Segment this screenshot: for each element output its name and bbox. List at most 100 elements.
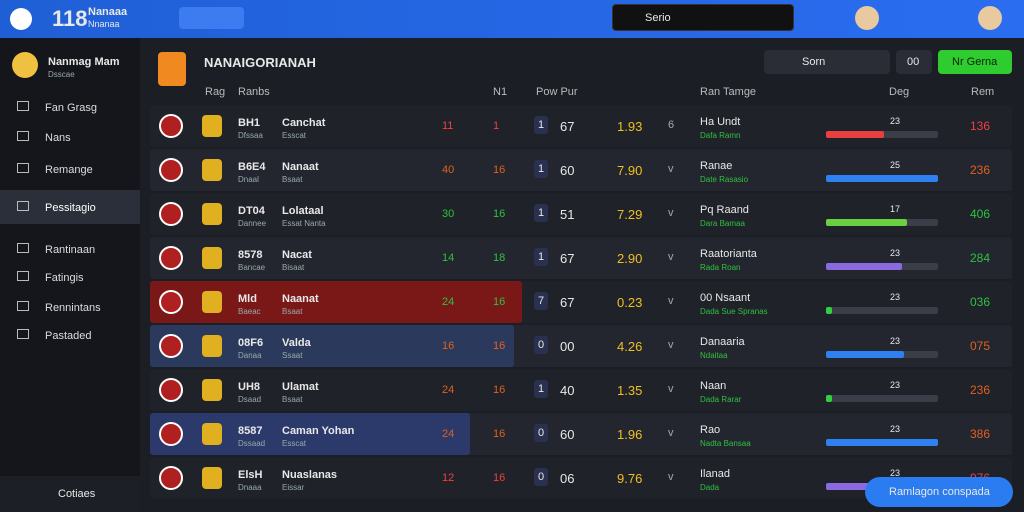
stat: 16: [493, 384, 506, 396]
bar-label: 23: [890, 248, 901, 258]
code: UH8: [238, 381, 261, 393]
form-sub: Dara Bamaa: [700, 219, 745, 228]
table-row[interactable]: UH8 Dsaad Ulamat Bsaat 24 16 1 40 1.35 v Naan Dada …: [150, 369, 1012, 411]
stat: 1: [493, 120, 500, 132]
nav-item[interactable]: Pessitagio: [0, 190, 140, 224]
form-sub: Dada Rarar: [700, 395, 742, 404]
rank: 7: [538, 295, 545, 307]
subtitle: Nnanaa: [88, 19, 120, 29]
title: Nanaaa: [88, 6, 128, 18]
sidebar: Nanmag Mam Dsscae Fan Grasg Nans Remange Pe…: [0, 38, 140, 512]
nav-item[interactable]: Remange: [0, 152, 140, 186]
team-crest: [202, 115, 222, 137]
code-sub: Danaa: [238, 351, 262, 360]
team-crest: [159, 202, 183, 226]
avatar[interactable]: [978, 6, 1002, 30]
button-text: 00: [907, 56, 920, 68]
team: Nanaat: [282, 161, 319, 173]
table-row[interactable]: 8578 Bancae Nacat Bisaat 14 18 1 67 2.90 v Raatori…: [150, 237, 1012, 279]
progress-bar: [826, 263, 903, 270]
code: DT04: [238, 205, 265, 217]
profile-name: Nanmag Mam: [48, 56, 120, 68]
stat: 67: [560, 119, 575, 134]
form: Danaaria: [700, 336, 745, 348]
table-row[interactable]: BH1 Dfssaa Canchat Esscat 11 1 1 67 1.93 6 Ha Undt…: [150, 105, 1012, 147]
nav-text: Pessitagio: [45, 202, 96, 214]
table-row[interactable]: 08F6 Danaa Valda Ssaat 16 16 0 00 4.26 v Danaaria N…: [150, 325, 1012, 367]
rank-badge: [534, 116, 548, 134]
team-crest: [159, 378, 183, 402]
nav-item[interactable]: Nans: [0, 120, 140, 154]
nav-icon: [17, 301, 29, 311]
form-sub: Dada Sue Spranas: [700, 307, 768, 316]
team: Lolataal: [282, 205, 324, 217]
table-row[interactable]: B6E4 Dnaal Nanaat Bsaat 40 16 1 60 7.90 v Ranae Dat…: [150, 149, 1012, 191]
main-title: NANAIGORIANAH: [204, 55, 316, 70]
bar-label: 23: [890, 380, 901, 390]
rank: 0: [538, 427, 545, 439]
bar-label: 23: [890, 336, 901, 346]
button[interactable]: Nr Gerna: [938, 50, 1012, 74]
stat: 60: [560, 427, 575, 442]
team: Canchat: [282, 117, 326, 129]
value: 386: [970, 427, 991, 441]
stat: 16: [493, 340, 506, 352]
team-crest: [202, 423, 222, 445]
nav-icon: [17, 163, 29, 173]
form: Naan: [700, 380, 727, 392]
nav-item[interactable]: Fatingis: [0, 260, 140, 294]
nav-item[interactable]: Fan Grasg: [0, 90, 140, 124]
bar-label: 25: [890, 160, 901, 170]
rank-badge: [534, 336, 548, 354]
bar-track: [826, 439, 938, 446]
progress-bar: [826, 483, 894, 490]
nav-item[interactable]: Rennintans: [0, 290, 140, 324]
stat: 16: [442, 340, 455, 352]
progress-bar: [826, 395, 832, 402]
form-sub: Dada: [700, 483, 720, 492]
nav-item[interactable]: Rantinaan: [0, 232, 140, 266]
nav-icon: [17, 271, 29, 281]
form: Ranae: [700, 160, 733, 172]
footer[interactable]: Cotiaes: [0, 476, 140, 512]
column-header: Rem: [971, 86, 995, 98]
team: Ulamat: [282, 381, 319, 393]
table-row[interactable]: 8587 Dssaad Caman Yohan Esscat 24 16 0 60 1.96 v R…: [150, 413, 1012, 455]
search-box[interactable]: Serio: [612, 4, 794, 31]
rank-badge: [534, 248, 548, 266]
rank: 0: [538, 339, 545, 351]
code-sub: Dnaaa: [238, 483, 262, 492]
search-text: Sorn: [802, 56, 826, 68]
search-box[interactable]: Sorn: [764, 50, 890, 74]
nav-text: Fan Grasg: [45, 102, 97, 114]
stat: 40: [442, 164, 455, 176]
nav-item[interactable]: Pastaded: [0, 318, 140, 352]
bar-track: [826, 219, 938, 226]
bar-label: 23: [890, 468, 901, 478]
tab[interactable]: [179, 7, 244, 29]
tag: v: [668, 295, 674, 307]
table-row[interactable]: DT04 Dannee Lolataal Essat Nanta 30 16 1 51 7.29…: [150, 193, 1012, 235]
code-sub: Dsaad: [238, 395, 262, 404]
code: 08F6: [238, 337, 264, 349]
toast[interactable]: Ramlagon conspada: [865, 477, 1013, 507]
code: 8578: [238, 249, 263, 261]
bar-label: 23: [890, 292, 901, 302]
team-crest: [202, 291, 222, 313]
table-row[interactable]: Mld Baeac Naanat Bsaat 24 16 7 67 0.23 v 00 Nsaant…: [150, 281, 1012, 323]
team-crest: [159, 290, 183, 314]
form: Ilanad: [700, 468, 730, 480]
logo: 118: [52, 6, 88, 31]
stat: 30: [442, 208, 455, 220]
code-sub: Dannee: [238, 219, 267, 228]
team: Naanat: [282, 293, 319, 305]
stat: 24: [442, 384, 455, 396]
avatar[interactable]: [855, 6, 879, 30]
button[interactable]: 00: [896, 50, 932, 74]
score: 7.90: [617, 163, 643, 178]
form: Rao: [700, 424, 721, 436]
tag: v: [668, 251, 674, 263]
profile-sub: Dsscae: [48, 70, 75, 79]
bar-track: [826, 307, 938, 314]
team: Caman Yohan: [282, 425, 355, 437]
